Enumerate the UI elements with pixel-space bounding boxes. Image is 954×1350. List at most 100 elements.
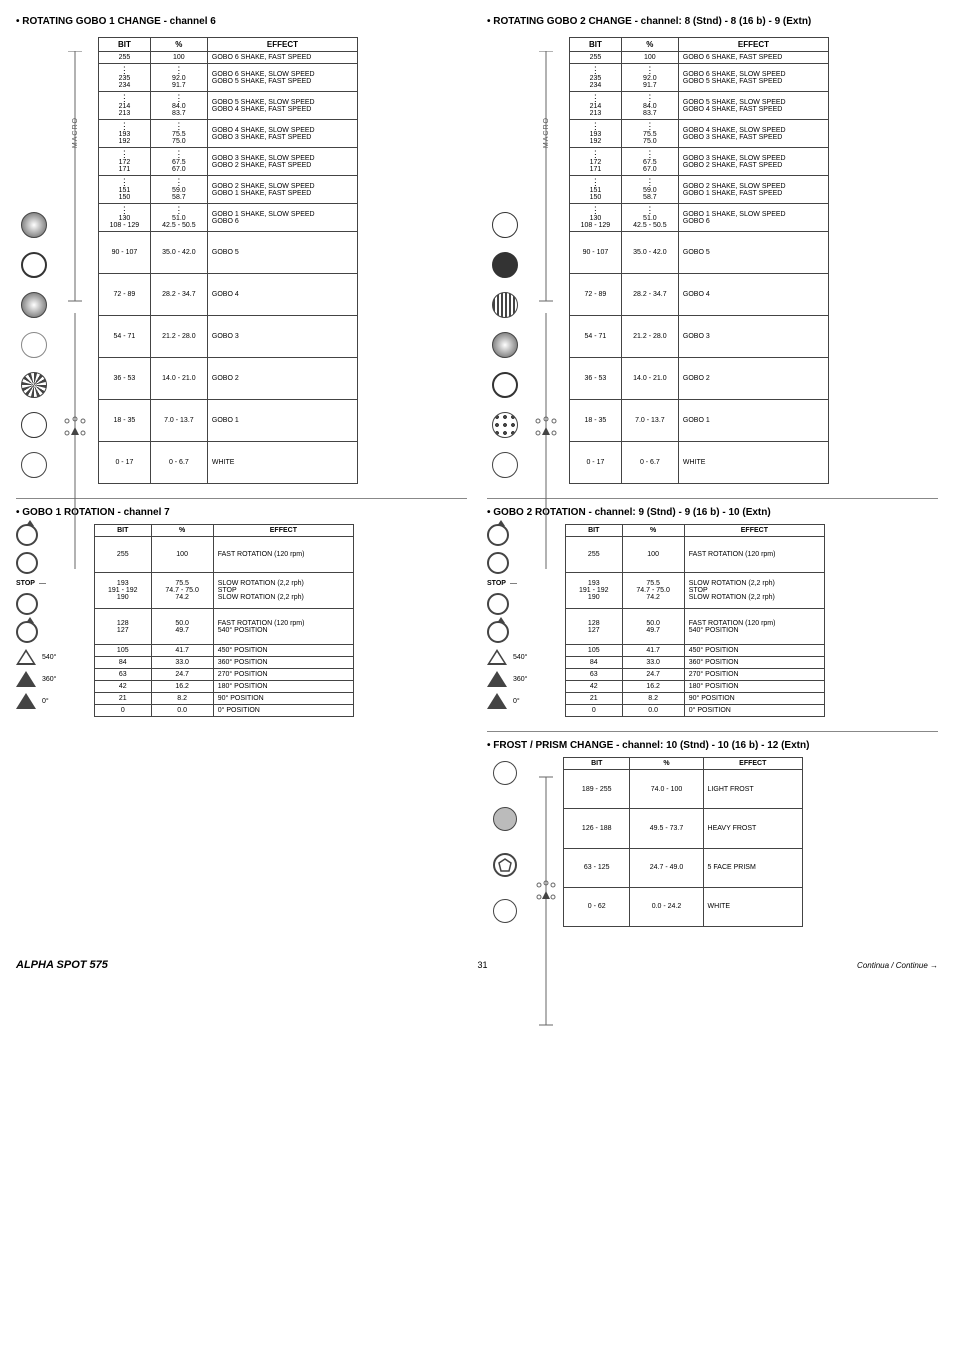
stop-label-2: STOP [487, 580, 506, 587]
table-row: 54 - 7121.2 - 28.0GOBO 3 [99, 316, 358, 358]
cell-effect: 0° POSITION [213, 705, 353, 717]
cell-pct: 0.0 - 24.2 [630, 887, 703, 926]
rotate-cw-icon [16, 552, 38, 574]
col-effect: EFFECT [684, 525, 824, 537]
gobo4-icon [21, 292, 47, 318]
cell-bit: 36 - 53 [570, 358, 622, 400]
pos-360-icon [16, 671, 36, 687]
cell-effect: WHITE [207, 442, 357, 484]
cell-pct: 75.574.7 - 75.074.2 [622, 573, 684, 609]
frost-icons [487, 757, 523, 927]
col-bit: BIT [95, 525, 152, 537]
cell-pct: 50.049.7 [151, 609, 213, 645]
cell-effect: WHITE [703, 887, 802, 926]
right-column: • ROTATING GOBO 2 CHANGE - channel: 8 (S… [487, 12, 938, 927]
angle-0: 0° [42, 698, 49, 705]
cell-effect: GOBO 4 [207, 274, 357, 316]
heavy-frost-icon [493, 807, 517, 831]
cell-pct: 8.2 [151, 693, 213, 705]
cell-effect: GOBO 4 SHAKE, SLOW SPEEDGOBO 3 SHAKE, FA… [678, 120, 828, 148]
cell-pct: 74.0 - 100 [630, 770, 703, 809]
table-row: 10541.7450° POSITION [95, 645, 354, 657]
gobo1-change-tbody: 255100GOBO 6 SHAKE, FAST SPEED⋮235234⋮92… [99, 52, 358, 484]
cell-bit: ⋮193192 [570, 120, 622, 148]
cell-pct: 28.2 - 34.7 [621, 274, 678, 316]
pos-540-icon [487, 649, 507, 665]
cell-bit: 189 - 255 [564, 770, 630, 809]
table-row: 72 - 8928.2 - 34.7GOBO 4 [99, 274, 358, 316]
col-pct: % [151, 525, 213, 537]
table-row: ⋮214213⋮84.083.7GOBO 5 SHAKE, SLOW SPEED… [99, 92, 358, 120]
cell-bit: 90 - 107 [570, 232, 622, 274]
cell-effect: GOBO 1 SHAKE, SLOW SPEEDGOBO 6 [678, 204, 828, 232]
gobo1-change-title: • ROTATING GOBO 1 CHANGE - channel 6 [16, 16, 467, 27]
cell-effect: 360° POSITION [684, 657, 824, 669]
cell-effect: GOBO 3 SHAKE, SLOW SPEEDGOBO 2 SHAKE, FA… [678, 148, 828, 176]
rotate-icon-2 [487, 621, 509, 643]
cell-bit: ⋮214213 [570, 92, 622, 120]
gobo2-icon [21, 372, 47, 398]
cell-effect: SLOW ROTATION (2,2 rph)STOPSLOW ROTATION… [684, 573, 824, 609]
cell-effect: FAST ROTATION (120 rpm)540° POSITION [684, 609, 824, 645]
cell-effect: GOBO 1 [207, 400, 357, 442]
gobo1-macro-axis: MACRO [58, 37, 92, 484]
cell-effect: 5 FACE PRISM [703, 848, 802, 887]
table-row: 218.290° POSITION [566, 693, 825, 705]
pos-540-icon [16, 649, 36, 665]
frost-block: BIT % EFFECT 189 - 25574.0 - 100LIGHT FR… [487, 757, 938, 927]
col-bit: BIT [99, 38, 151, 52]
col-bit: BIT [564, 758, 630, 770]
gobo6b-icon [492, 212, 518, 238]
col-bit: BIT [566, 525, 623, 537]
angle-0-b: 0° [513, 698, 520, 705]
cell-pct: 0.0 [151, 705, 213, 717]
cell-bit: ⋮193192 [99, 120, 151, 148]
col-pct: % [622, 525, 684, 537]
cell-effect: GOBO 4 [678, 274, 828, 316]
cell-effect: GOBO 6 SHAKE, SLOW SPEEDGOBO 5 SHAKE, FA… [678, 64, 828, 92]
cell-pct: 49.5 - 73.7 [630, 809, 703, 848]
table-row: 6324.7270° POSITION [95, 669, 354, 681]
prism-icon [493, 853, 517, 877]
cell-pct: 28.2 - 34.7 [150, 274, 207, 316]
table-row: ⋮235234⋮92.091.7GOBO 6 SHAKE, SLOW SPEED… [570, 64, 829, 92]
gobo1b-icon [492, 412, 518, 438]
cell-bit: 126 - 188 [564, 809, 630, 848]
cell-bit: ⋮151150 [99, 176, 151, 204]
col-effect: EFFECT [703, 758, 802, 770]
cell-pct: 33.0 [151, 657, 213, 669]
cell-bit: 72 - 89 [99, 274, 151, 316]
table-row: 10541.7450° POSITION [566, 645, 825, 657]
cell-pct: 21.2 - 28.0 [621, 316, 678, 358]
cell-bit: 21 [566, 693, 623, 705]
gobo2-icon-column [487, 37, 523, 484]
cell-bit: 0 [95, 705, 152, 717]
table-row: 12812750.049.7FAST ROTATION (120 rpm)540… [95, 609, 354, 645]
cell-effect: FAST ROTATION (120 rpm) [684, 537, 824, 573]
cell-pct: 24.7 [622, 669, 684, 681]
cell-pct: 24.7 - 49.0 [630, 848, 703, 887]
cell-pct: 14.0 - 21.0 [150, 358, 207, 400]
cell-pct: 35.0 - 42.0 [150, 232, 207, 274]
cell-bit: 42 [566, 681, 623, 693]
table-row: 63 - 12524.7 - 49.05 FACE PRISM [564, 848, 803, 887]
gobo2-change-title: • ROTATING GOBO 2 CHANGE - channel: 8 (S… [487, 16, 938, 27]
table-row: 0 - 170 - 6.7WHITE [99, 442, 358, 484]
cell-bit: 42 [95, 681, 152, 693]
table-row: 36 - 5314.0 - 21.0GOBO 2 [99, 358, 358, 400]
gobo1-icon-column [16, 37, 52, 484]
table-row: 4216.2180° POSITION [95, 681, 354, 693]
cell-bit: ⋮151150 [570, 176, 622, 204]
cell-pct: 33.0 [622, 657, 684, 669]
cell-pct: 100 [621, 52, 678, 64]
cell-effect: GOBO 5 [207, 232, 357, 274]
gobo1-icon [21, 412, 47, 438]
rotate-ccw-icon [16, 524, 38, 546]
footer-product: ALPHA SPOT 575 [16, 959, 108, 971]
cell-bit: ⋮172171 [570, 148, 622, 176]
cell-bit: ⋮130108 - 129 [99, 204, 151, 232]
pos-360-icon [487, 671, 507, 687]
gobo2-rot-tbody: 255100FAST ROTATION (120 rpm)193191 - 19… [566, 537, 825, 717]
rotate-icon [487, 593, 509, 615]
cell-bit: 105 [95, 645, 152, 657]
